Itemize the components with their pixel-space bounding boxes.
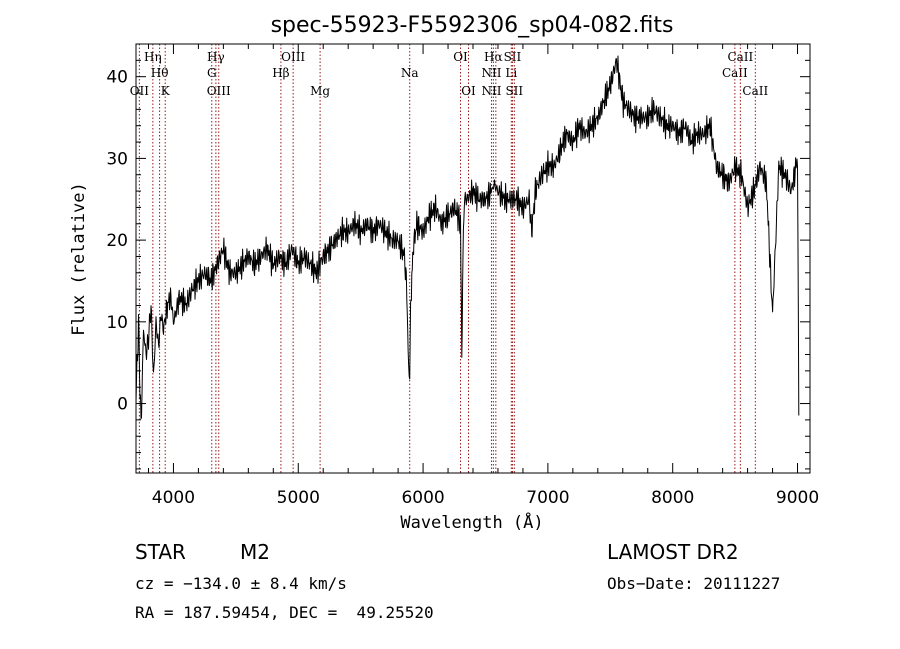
x-tick-label: 6000 [401, 488, 444, 508]
x-tick-label: 7000 [526, 488, 569, 508]
spectral-line-label: CaII [727, 50, 753, 64]
spectral-line-label: Hα [484, 50, 503, 64]
spectral-line-label: Hθ [151, 66, 169, 80]
x-tick-label: 8000 [651, 488, 694, 508]
spectral-line-label: OI [453, 50, 468, 64]
spectral-line-label: OIII [281, 50, 305, 64]
spectral-line-label: OI [461, 84, 476, 98]
chart-title: spec-55923-F5592306_sp04-082.fits [271, 13, 674, 38]
object-type: STAR [135, 540, 186, 564]
spectral-line-label: OII [130, 84, 150, 98]
y-tick-label: 0 [117, 395, 128, 415]
coordinates: RA = 187.59454, DEC = 49.25520 [135, 603, 434, 622]
y-tick-label: 30 [106, 149, 128, 169]
spectral-line-label: K [161, 84, 171, 98]
x-tick-label: 5000 [277, 488, 320, 508]
spectral-line-label: CaII [742, 84, 768, 98]
spectral-line-label: Hγ [207, 50, 225, 64]
y-axis-ticks: 0 10 20 30 40 [106, 43, 810, 470]
survey-name: LAMOST DR2 [607, 540, 739, 564]
y-axis-label: Flux (relative) [69, 182, 89, 336]
spectrum-line [135, 55, 800, 420]
y-tick-label: 20 [106, 231, 128, 251]
y-tick-label: 10 [106, 313, 128, 333]
spectral-line-label: OIII [207, 84, 231, 98]
x-tick-label: 9000 [776, 488, 819, 508]
spectral-line-label: Na [401, 66, 419, 80]
spectral-line-label: Hη [144, 50, 162, 64]
spectral-line-label: NII [481, 66, 501, 80]
spectral-line-label: SII [504, 50, 522, 64]
spectral-line-label: Li [505, 66, 517, 80]
x-axis-ticks: 4000 5000 6000 7000 8000 9000 [147, 44, 819, 508]
plot-frame [135, 43, 811, 474]
spectral-line-label: CaII [722, 66, 748, 80]
x-axis-label: Wavelength (Å) [400, 511, 543, 533]
obs-date: Obs−Date: 20111227 [607, 574, 781, 593]
spectral-line-label: Mg [310, 84, 330, 98]
spectral-line-label: G [207, 66, 217, 80]
spectral-line-label: SII [505, 84, 523, 98]
object-subclass: M2 [240, 540, 270, 564]
spectral-line-label: Hβ [272, 66, 289, 80]
redshift-readout: cz = −134.0 ± 8.4 km/s [135, 574, 347, 593]
x-tick-label: 4000 [152, 488, 195, 508]
spectral-line-label: NII [481, 84, 501, 98]
spectrum-series [135, 55, 800, 420]
y-tick-label: 40 [106, 68, 128, 88]
